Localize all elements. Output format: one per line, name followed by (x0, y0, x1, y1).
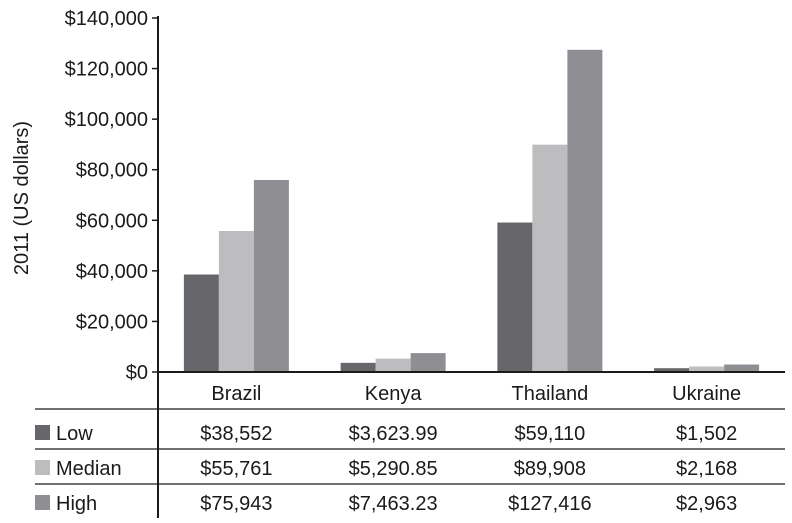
data-table: Brazil Kenya Thailand Ukraine Low $38,552 $3,6… (35, 383, 785, 515)
bar-high-brazil (253, 179, 289, 372)
bar-median-thailand (532, 144, 568, 372)
category-label: Thailand (512, 383, 589, 405)
legend-label-high: High (56, 493, 97, 515)
y-axis-ticks: $0 $20,000 $40,000 $60,000 $80,000 $100,000 $1… (65, 8, 158, 384)
y-tick-label: $0 (126, 362, 148, 384)
y-tick-label: $20,000 (76, 311, 148, 333)
bar-low-ukraine (654, 368, 690, 372)
table-cell: $55,761 (200, 458, 272, 480)
y-tick-label: $120,000 (65, 59, 148, 81)
table-cell: $75,943 (200, 493, 272, 515)
y-tick-label: $40,000 (76, 261, 148, 283)
category-label: Ukraine (672, 383, 741, 405)
legend-label-low: Low (56, 423, 93, 445)
legend-swatch-median (35, 460, 50, 475)
bar-high-thailand (567, 49, 603, 372)
y-tick-label: $140,000 (65, 8, 148, 30)
bar-median-brazil (218, 231, 254, 372)
bars (183, 49, 760, 372)
table-cell: $2,168 (676, 458, 737, 480)
table-cell: $7,463.23 (349, 493, 438, 515)
table-cell: $127,416 (508, 493, 591, 515)
legend-label-median: Median (56, 458, 122, 480)
y-tick-label: $80,000 (76, 160, 148, 182)
table-cell: $59,110 (514, 423, 585, 445)
table-cell: $3,623.99 (349, 423, 438, 445)
bar-low-thailand (497, 222, 533, 372)
bar-median-ukraine (689, 366, 725, 372)
bar-low-kenya (340, 362, 376, 372)
table-cell: $89,908 (514, 458, 586, 480)
y-tick-label: $100,000 (65, 109, 148, 131)
table-cell: $5,290.85 (349, 458, 438, 480)
table-cell: $1,502 (676, 423, 737, 445)
y-tick-label: $60,000 (76, 210, 148, 232)
legend-swatch-low (35, 425, 50, 440)
table-cell: $2,963 (676, 493, 737, 515)
bar-low-brazil (183, 274, 219, 372)
bar-high-ukraine (724, 364, 760, 372)
y-axis-label: 2011 (US dollars) (11, 121, 33, 275)
legend-swatch-high (35, 495, 50, 510)
bar-median-kenya (375, 358, 411, 372)
axes (157, 16, 785, 518)
category-label: Kenya (365, 383, 423, 405)
category-label: Brazil (211, 383, 261, 405)
bar-high-kenya (410, 353, 446, 372)
table-cell: $38,552 (200, 423, 272, 445)
